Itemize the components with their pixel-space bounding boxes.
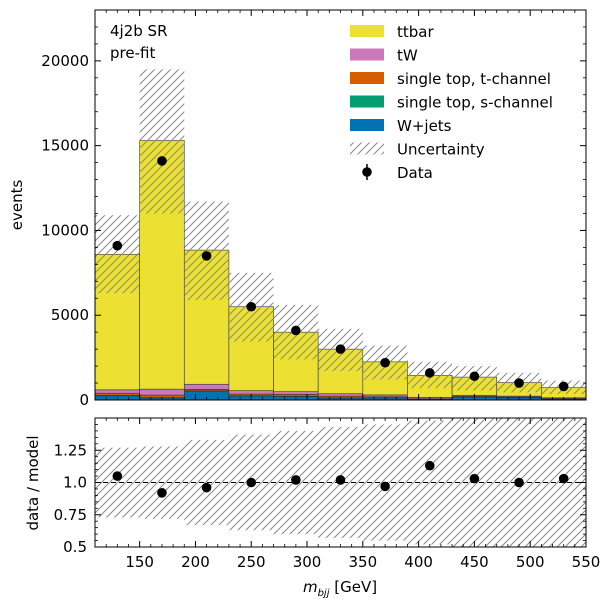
ratio-point-6 (380, 481, 390, 492)
data-point-9 (514, 378, 524, 388)
x-tick-label-0: 150 (125, 553, 154, 571)
ratio-y-tick-label-1: 0.75 (54, 506, 87, 524)
legend-swatch-0 (350, 25, 384, 37)
bar-tw-2 (183, 383, 230, 390)
legend-label-data: Data (397, 164, 433, 182)
data-point-5 (335, 344, 346, 354)
legend-label-1: tW (397, 47, 418, 65)
ratio-point-0 (112, 471, 123, 481)
ratio-point-10 (558, 473, 569, 484)
uncertainty-band-2 (184, 201, 229, 300)
x-tick-label-8: 550 (572, 553, 601, 571)
legend-label-3: single top, s-channel (397, 94, 553, 112)
x-axis-label: mbjj [GeV] (303, 578, 377, 599)
legend-swatch-4 (350, 119, 384, 131)
legend-swatch-2 (350, 72, 384, 84)
uncertainty-band-0 (95, 215, 140, 294)
ratio-points (112, 460, 569, 498)
legend-marker-data (362, 167, 372, 177)
data-point-0 (112, 240, 123, 251)
data-point-6 (380, 357, 390, 368)
main-panel: 0 5000 10000 15000 20000 events 4j2b SR pre-… (8, 9, 587, 409)
legend-label-4: W+jets (397, 117, 452, 135)
ratio-panel: 0.5 0.75 1.0 1.25 150 200 250 300 350 400 450 500 5… (24, 417, 601, 599)
ratio-uncertainty-band (95, 418, 586, 547)
data-point-8 (469, 371, 480, 382)
x-tick-label-1: 200 (181, 553, 210, 571)
data-point-7 (424, 368, 435, 378)
ratio-y-axis-label: data / model (24, 435, 42, 530)
bar-tw-1 (139, 388, 185, 396)
ratio-y-ticks: 0.5 0.75 1.0 1.25 (54, 424, 586, 556)
bar-single-top-t-channel-0 (94, 392, 140, 396)
ratio-point-7 (424, 460, 435, 471)
ratio-y-tick-label-2: 1.0 (63, 474, 87, 492)
annotation-region: 4j2b SR (110, 22, 168, 40)
x-tick-label-4: 350 (348, 553, 377, 571)
main-y-tick-label-4: 20000 (41, 52, 89, 70)
ratio-point-2 (201, 482, 212, 493)
ratio-point-3 (246, 477, 257, 488)
main-y-tick-label-0: 0 (79, 391, 89, 409)
legend-swatch-uncertainty (350, 142, 384, 155)
ratio-point-5 (335, 475, 346, 485)
legend-label-0: ttbar (397, 23, 434, 41)
ratio-point-8 (469, 473, 480, 484)
ratio-y-tick-label-3: 1.25 (54, 441, 87, 459)
ratio-x-ticks: 150 200 250 300 350 400 450 500 550 (105, 418, 601, 571)
legend-label-2: single top, t-channel (397, 70, 551, 88)
legend-swatch-1 (350, 48, 384, 61)
data-point-3 (246, 301, 257, 312)
main-x-ticks (105, 10, 587, 400)
legend-label-uncertainty: Uncertainty (397, 141, 485, 159)
main-y-tick-label-2: 10000 (41, 221, 89, 239)
ratio-point-4 (291, 475, 301, 485)
bar-tw-3 (228, 390, 274, 395)
main-y-axis-label: events (8, 180, 26, 231)
main-y-tick-label-1: 5000 (51, 306, 89, 324)
uncertainty-band-1 (139, 69, 185, 214)
ratio-band-0 (95, 447, 140, 518)
bar-tw-4 (273, 391, 319, 395)
ratio-band-7 (407, 420, 453, 545)
x-tick-label-6: 450 (460, 553, 489, 571)
x-tick-label-7: 500 (516, 553, 545, 571)
bar-tw-0 (94, 389, 140, 394)
data-point-2 (201, 251, 212, 261)
uncertainty-bands (95, 69, 586, 395)
legend-swatch-3 (350, 95, 384, 108)
main-y-ticks: 0 5000 10000 15000 20000 (41, 26, 586, 409)
x-tick-label-3: 300 (293, 553, 322, 571)
data-point-4 (291, 325, 301, 336)
main-y-tick-label-3: 15000 (41, 137, 89, 155)
data-point-10 (558, 381, 569, 392)
legend: ttbar tW single top, t-channel single top, … (350, 23, 553, 182)
data-point-1 (157, 156, 167, 166)
ratio-point-9 (514, 477, 524, 488)
bar-tw-5 (317, 393, 364, 397)
annotation-fit-state: pre-fit (110, 44, 155, 62)
data-points (112, 156, 569, 392)
ratio-band-2 (184, 439, 229, 526)
ratio-y-tick-label-0: 0.5 (63, 538, 87, 556)
x-tick-label-2: 250 (237, 553, 266, 571)
ratio-point-1 (157, 488, 167, 498)
x-tick-label-5: 400 (404, 553, 433, 571)
